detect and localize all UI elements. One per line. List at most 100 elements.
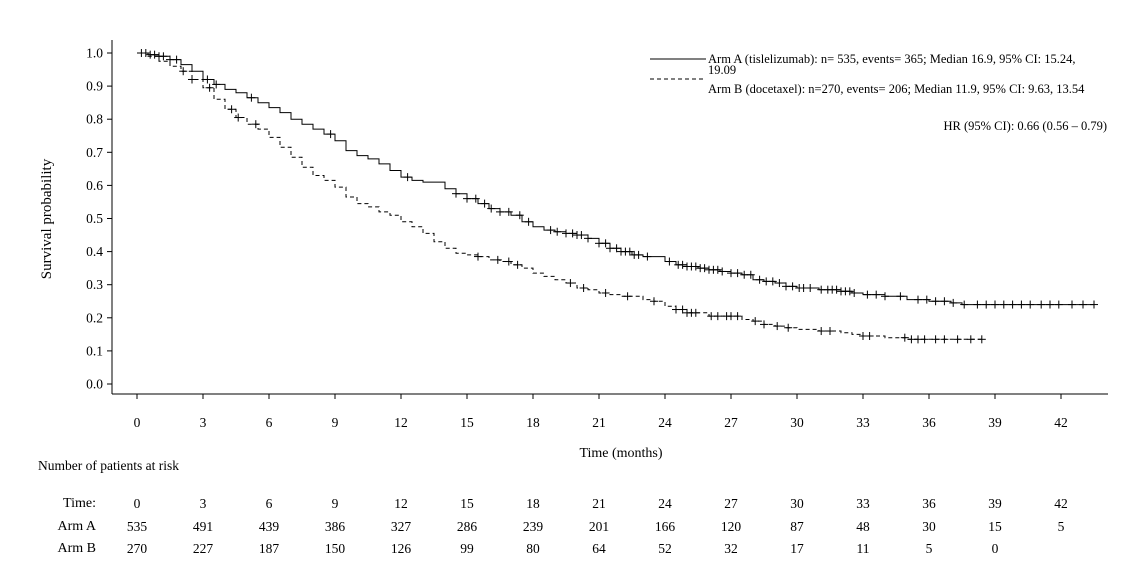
- censor-mark: [471, 194, 480, 203]
- censor-mark: [188, 75, 196, 84]
- censor-mark: [733, 312, 742, 321]
- censor-mark: [977, 335, 986, 344]
- y-tick-label: 0.2: [86, 310, 103, 325]
- censor-mark: [718, 267, 727, 276]
- y-tick-label: 0.4: [86, 244, 103, 259]
- censor-mark: [760, 320, 768, 329]
- censor-mark: [234, 113, 243, 122]
- censor-mark: [513, 260, 522, 269]
- censor-mark: [755, 275, 764, 284]
- censor-mark: [949, 298, 958, 307]
- censor-mark: [463, 194, 471, 203]
- censor-mark: [826, 327, 834, 336]
- censor-mark: [700, 264, 709, 273]
- censor-mark: [940, 335, 949, 344]
- censor-mark: [1017, 300, 1026, 309]
- censor-mark: [960, 300, 969, 309]
- censor-mark: [872, 290, 881, 299]
- censor-mark: [452, 189, 460, 198]
- censor-mark: [568, 229, 577, 238]
- x-tick-label: 36: [922, 415, 936, 430]
- censor-mark: [487, 204, 496, 213]
- censor-mark: [247, 93, 256, 102]
- censor-mark: [775, 279, 784, 288]
- censor-mark: [1054, 300, 1063, 309]
- censor-mark: [713, 312, 722, 321]
- censor-mark: [1068, 300, 1076, 309]
- censor-mark: [515, 211, 524, 220]
- censor-mark: [504, 207, 513, 216]
- y-tick-label: 0.8: [86, 112, 103, 127]
- censor-mark: [784, 323, 793, 332]
- censor-mark: [922, 295, 931, 304]
- censor-mark: [966, 335, 975, 344]
- censor-mark: [953, 335, 962, 344]
- censor-mark: [773, 322, 782, 331]
- censor-mark: [691, 262, 700, 271]
- censor-mark: [788, 282, 797, 291]
- censor-mark: [403, 173, 412, 182]
- y-tick-label: 0.9: [86, 79, 103, 94]
- x-tick-label: 0: [134, 415, 141, 430]
- censor-mark: [751, 317, 760, 326]
- x-tick-label: 27: [724, 415, 738, 430]
- censor-mark: [577, 231, 586, 240]
- censor-mark: [845, 287, 854, 296]
- censor-mark: [203, 75, 212, 84]
- y-tick-label: 0.3: [86, 277, 103, 292]
- x-axis-label: Time (months): [579, 446, 662, 461]
- x-tick-label: 30: [790, 415, 804, 430]
- x-axis-ticks: 0 3 6 9 12 15 18 21 24 27 30 33 36 39 42: [134, 394, 1068, 430]
- censor-mark: [746, 270, 755, 279]
- censor-mark: [524, 217, 533, 226]
- censor-mark: [991, 300, 999, 309]
- censor-mark: [579, 284, 588, 293]
- censor-mark: [982, 300, 991, 309]
- censor-mark: [665, 257, 674, 266]
- x-tick-label: 21: [592, 415, 606, 430]
- censor-mark: [141, 49, 150, 57]
- censor-mark: [999, 300, 1008, 309]
- x-tick-label: 42: [1054, 415, 1068, 430]
- censor-mark: [920, 335, 929, 344]
- y-axis-ticks: 0.0 0.1 0.2 0.3 0.4 0.5 0.6 0.7 0.8 0.9 1.0: [86, 46, 112, 392]
- censor-mark: [650, 297, 658, 306]
- censor-mark: [612, 244, 621, 253]
- y-axis-label: Survival probability: [39, 158, 55, 279]
- censor-mark: [914, 295, 922, 304]
- censor-mark: [713, 265, 722, 274]
- censor-mark: [733, 269, 742, 278]
- y-tick-label: 0.0: [86, 377, 103, 392]
- censor-mark: [625, 247, 634, 256]
- censor-mark: [150, 50, 159, 59]
- x-tick-label: 12: [394, 415, 408, 430]
- censor-mark: [768, 277, 777, 286]
- censor-mark: [691, 308, 700, 317]
- y-tick-label: 0.6: [86, 178, 103, 193]
- x-tick-label: 33: [856, 415, 870, 430]
- censor-mark: [896, 292, 905, 301]
- censor-mark: [1026, 300, 1035, 309]
- censor-mark: [863, 290, 872, 299]
- censor-mark: [601, 239, 610, 248]
- censor-mark: [623, 292, 632, 301]
- censor-mark: [973, 300, 982, 309]
- censor-mark: [1090, 300, 1098, 309]
- censor-mark: [227, 105, 236, 114]
- x-tick-label: 39: [988, 415, 1002, 430]
- hazard-ratio-text: HR (95% CI): 0.66 (0.56 – 0.79): [943, 119, 1107, 133]
- censor-mark: [900, 333, 909, 342]
- x-tick-label: 24: [658, 415, 672, 430]
- censor-mark: [546, 226, 555, 235]
- censor-mark: [251, 120, 260, 129]
- censor-mark: [205, 83, 214, 92]
- censor-mark: [931, 335, 940, 344]
- censor-mark: [474, 252, 482, 261]
- censor-mark: [678, 260, 687, 269]
- censor-mark: [172, 55, 181, 64]
- censor-mark: [1079, 300, 1087, 309]
- censor-mark: [601, 288, 610, 297]
- censor-mark: [832, 285, 841, 294]
- y-tick-label: 0.5: [86, 211, 103, 226]
